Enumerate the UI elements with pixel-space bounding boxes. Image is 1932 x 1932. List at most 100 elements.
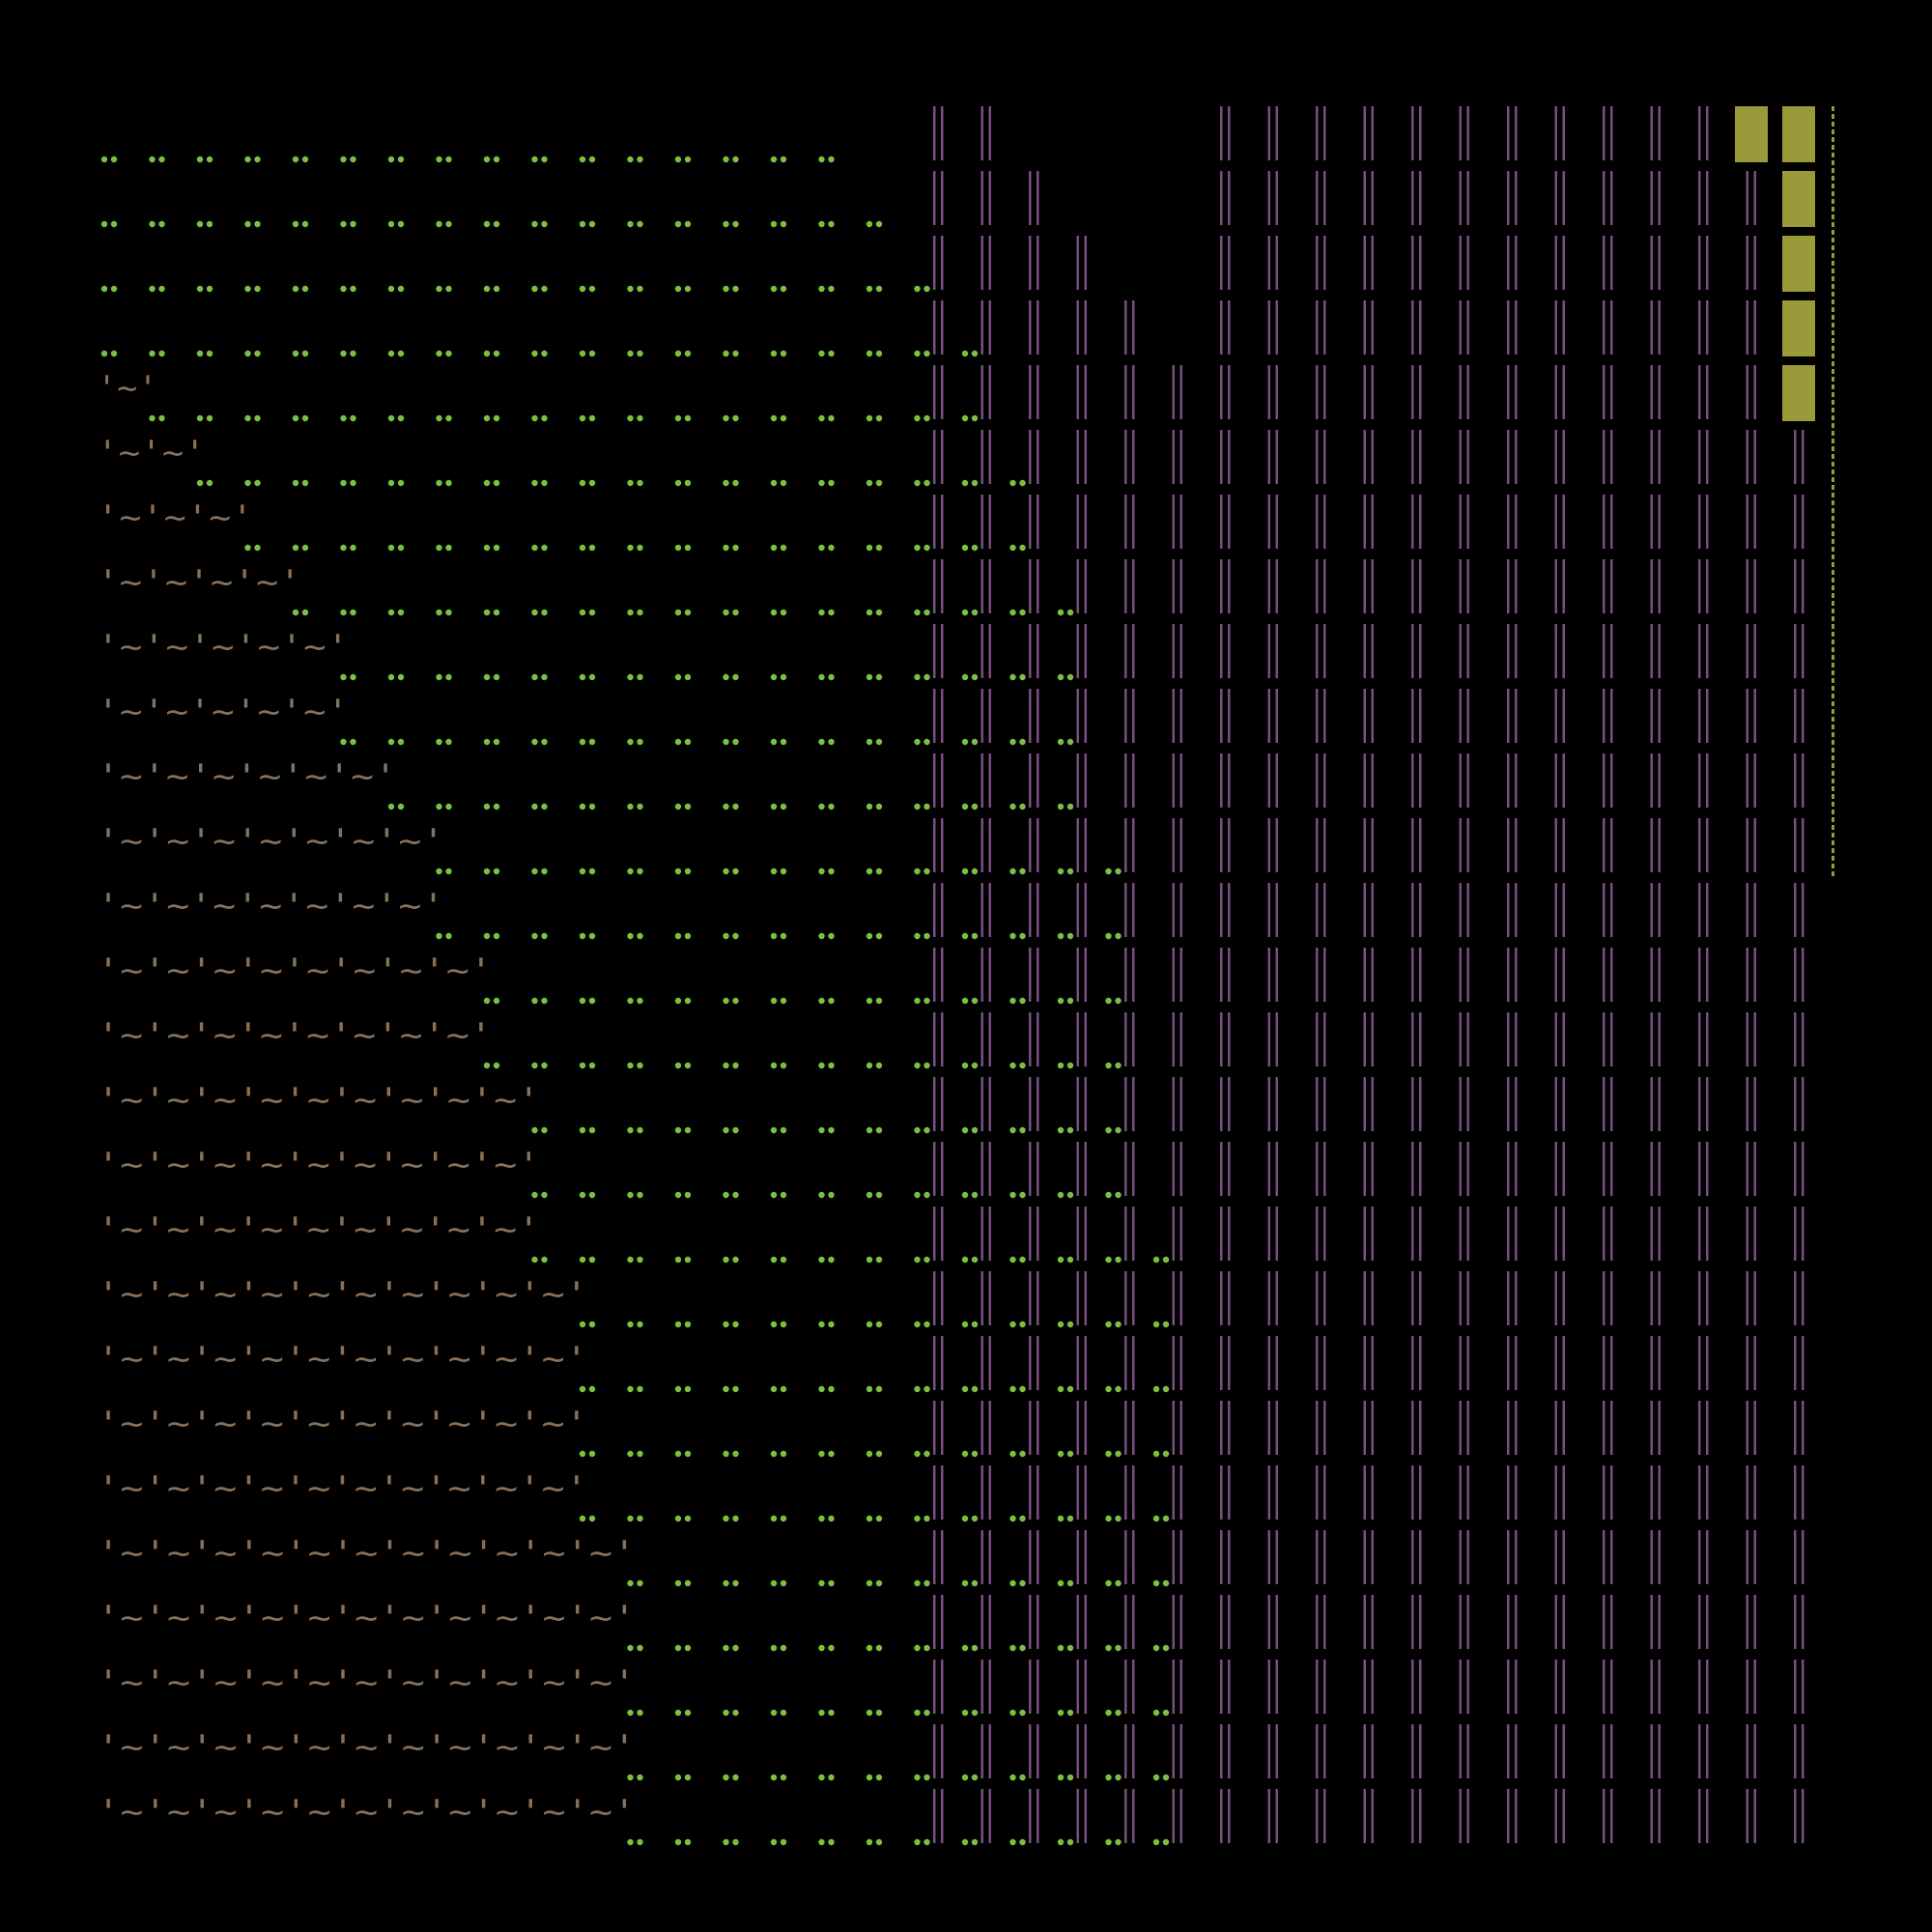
- bar: [1084, 559, 1087, 613]
- bar: [1706, 624, 1709, 678]
- bar: [1275, 1595, 1278, 1649]
- bar: [933, 624, 936, 678]
- dot: [588, 1062, 596, 1069]
- bar: [1037, 1465, 1039, 1520]
- dot: [732, 1450, 739, 1458]
- dot: [637, 1774, 643, 1781]
- dot: [723, 1579, 729, 1587]
- bar: [1029, 495, 1032, 549]
- block: [1782, 300, 1815, 356]
- dot: [818, 803, 825, 810]
- bar: [1220, 430, 1223, 484]
- dot: [866, 738, 873, 746]
- bar: [1746, 624, 1748, 678]
- dot: [1115, 997, 1122, 1005]
- dot: [723, 220, 729, 228]
- edge-dash: [1832, 415, 1834, 420]
- dot: [723, 867, 729, 875]
- bar: [1466, 883, 1469, 937]
- bar: [1371, 689, 1374, 743]
- dot: [637, 1450, 643, 1458]
- edge-dash: [1832, 214, 1834, 219]
- bar: [1124, 883, 1127, 937]
- dot: [780, 350, 787, 357]
- bar: [1610, 1207, 1613, 1261]
- bar: [1179, 495, 1182, 549]
- bar: [1554, 171, 1557, 225]
- bar: [1507, 365, 1510, 419]
- bar: [1459, 624, 1462, 678]
- edge-dash: [1832, 794, 1834, 799]
- dot: [493, 1062, 500, 1069]
- edge-dash: [1832, 346, 1834, 351]
- dot: [674, 350, 682, 357]
- bar: [1459, 689, 1462, 743]
- dot: [780, 1191, 787, 1199]
- bar: [1466, 1336, 1469, 1390]
- dot: [397, 156, 405, 163]
- bar: [1658, 365, 1661, 419]
- bar: [1802, 818, 1804, 872]
- bar: [1419, 1530, 1422, 1584]
- dot: [1115, 1515, 1122, 1522]
- dot: [541, 867, 548, 875]
- bar: [1746, 1401, 1748, 1455]
- bar: [1037, 559, 1039, 613]
- bar: [1794, 1271, 1797, 1325]
- bar: [941, 1336, 944, 1390]
- edge-dash: [1832, 222, 1834, 227]
- bar: [1650, 171, 1653, 225]
- dot: [914, 1515, 921, 1522]
- bar: [980, 1401, 983, 1455]
- dot: [1057, 1062, 1065, 1069]
- dot: [914, 803, 921, 810]
- bar: [1124, 559, 1127, 613]
- bar: [1466, 1142, 1469, 1196]
- dot: [588, 156, 596, 163]
- bar: [1172, 430, 1175, 484]
- bar: [1275, 300, 1278, 355]
- dot: [627, 932, 634, 940]
- dot: [723, 285, 729, 293]
- bar: [1753, 300, 1756, 355]
- edge-dash: [1832, 191, 1834, 196]
- bar: [1076, 948, 1079, 1002]
- bar: [1466, 1530, 1469, 1584]
- bar: [1515, 948, 1518, 1002]
- edge-dash: [1832, 168, 1834, 173]
- edge-dash: [1832, 423, 1834, 428]
- bar: [1029, 1401, 1032, 1455]
- dot: [723, 1191, 729, 1199]
- dot: [1019, 544, 1026, 552]
- dot: [914, 673, 921, 681]
- bar: [1459, 1271, 1462, 1325]
- bar: [1554, 1724, 1557, 1778]
- bar: [1562, 1789, 1565, 1843]
- bar: [1267, 818, 1270, 872]
- bar: [1753, 689, 1756, 743]
- bar: [1610, 1789, 1613, 1843]
- bar: [1554, 818, 1557, 872]
- dot: [196, 285, 204, 293]
- edge-dash: [1832, 531, 1834, 536]
- bar: [1172, 1077, 1175, 1131]
- bar: [1228, 753, 1231, 808]
- bar: [1466, 1724, 1469, 1778]
- bar: [1603, 559, 1605, 613]
- dot: [732, 1385, 739, 1393]
- dot: [493, 997, 500, 1005]
- dot: [579, 1321, 586, 1328]
- bar: [1794, 1465, 1797, 1520]
- bar: [1746, 1789, 1748, 1843]
- bar: [1275, 1271, 1278, 1325]
- bar: [1411, 1530, 1414, 1584]
- edge-dash: [1832, 299, 1834, 304]
- dot: [158, 156, 165, 163]
- dot: [397, 414, 405, 422]
- edge-dash: [1832, 284, 1834, 289]
- dot: [684, 1321, 692, 1328]
- tilde-string: '~'~'~'~': [97, 563, 301, 602]
- bar: [1603, 1077, 1605, 1131]
- bar: [1658, 1077, 1661, 1131]
- dot: [637, 414, 643, 422]
